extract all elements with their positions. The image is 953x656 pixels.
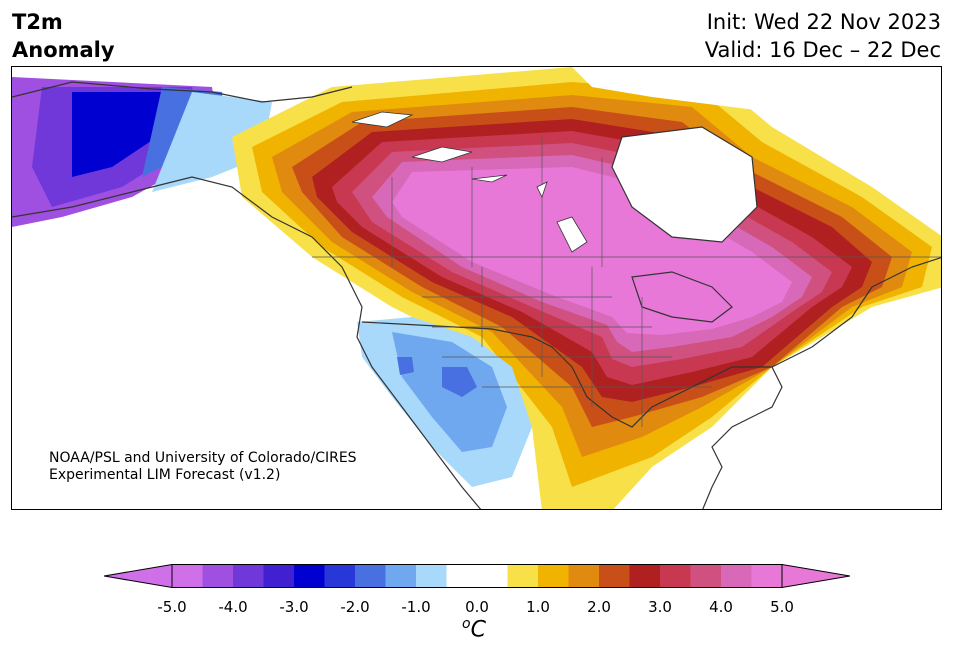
lakes (351, 111, 588, 253)
colorbar-tick-label: -1.0 (401, 598, 431, 616)
southwest-anomaly-blue (392, 332, 507, 452)
colorbar-segment (385, 564, 417, 588)
alaska-anomaly-deep-blue (72, 92, 172, 177)
hudson-bay (612, 127, 757, 242)
colorbar-segment (568, 564, 600, 588)
colorbar-tick-label: 5.0 (770, 598, 794, 616)
degree-symbol: o (462, 616, 471, 632)
colorbar-segment (416, 564, 447, 588)
colorbar-segment (233, 564, 264, 588)
colorbar-tick-label: 4.0 (709, 598, 733, 616)
arizona-anomaly-deep-blue (442, 367, 477, 397)
colorbar-tick-label: 1.0 (526, 598, 550, 616)
colorbar-segment (599, 564, 630, 588)
colorbar-segment (751, 564, 783, 588)
colorbar-segment (660, 564, 691, 588)
state-province-borders (312, 137, 941, 427)
gulf-of-mexico (613, 397, 792, 509)
colorbar-segment (690, 564, 722, 588)
colorbar-segment (446, 564, 478, 588)
colorbar-segment (263, 564, 295, 588)
colorbar-svg (103, 563, 851, 589)
map-title: T2m Anomaly (12, 8, 115, 64)
anomaly-map (11, 66, 942, 510)
warm-core-pink (392, 167, 792, 335)
colorbar-segment (721, 564, 752, 588)
valid-period: Valid: 16 Dec – 22 Dec (704, 38, 941, 62)
credit-line-1: NOAA/PSL and University of Colorado/CIRE… (49, 450, 357, 466)
forecast-run-info: Init: Wed 22 Nov 2023 Valid: 16 Dec – 22… (705, 8, 941, 64)
credit-line-2: Experimental LIM Forecast (v1.2) (49, 467, 281, 483)
data-credit: NOAA/PSL and University of Colorado/CIRE… (49, 450, 357, 484)
atlantic-ocean (772, 307, 941, 509)
california-anomaly-deep-blue (397, 357, 414, 375)
colorbar-under-arrow (103, 563, 173, 589)
colorbar-segment (202, 564, 234, 588)
yukon-anomaly-light-blue (152, 92, 272, 192)
pacific-ocean (12, 197, 471, 509)
colorbar (103, 563, 851, 589)
colorbar-tick-label: -4.0 (218, 598, 248, 616)
title-line-2: Anomaly (12, 38, 115, 62)
colorbar-tick-label: -5.0 (157, 598, 187, 616)
colorbar-segment (507, 564, 539, 588)
colorbar-unit: oC (462, 616, 486, 642)
unit-letter: C (470, 617, 486, 643)
colorbar-tick-label: 2.0 (587, 598, 611, 616)
colorbar-tick-label: -3.0 (279, 598, 309, 616)
colorbar-segment (294, 564, 325, 588)
colorbar-segment (629, 564, 661, 588)
colorbar-segment (172, 564, 203, 588)
colorbar-tick-label: 0.0 (465, 598, 489, 616)
init-date: Init: Wed 22 Nov 2023 (706, 10, 941, 34)
colorbar-segment (538, 564, 569, 588)
colorbar-over-arrow (781, 563, 851, 589)
colorbar-segment (355, 564, 386, 588)
colorbar-segment (477, 564, 508, 588)
colorbar-border (171, 564, 783, 588)
colorbar-tick-label: 3.0 (648, 598, 672, 616)
arctic-islands (572, 67, 941, 137)
map-svg (12, 67, 941, 509)
title-line-1: T2m (12, 10, 63, 34)
colorbar-segment (324, 564, 356, 588)
colorbar-tick-label: -2.0 (340, 598, 370, 616)
